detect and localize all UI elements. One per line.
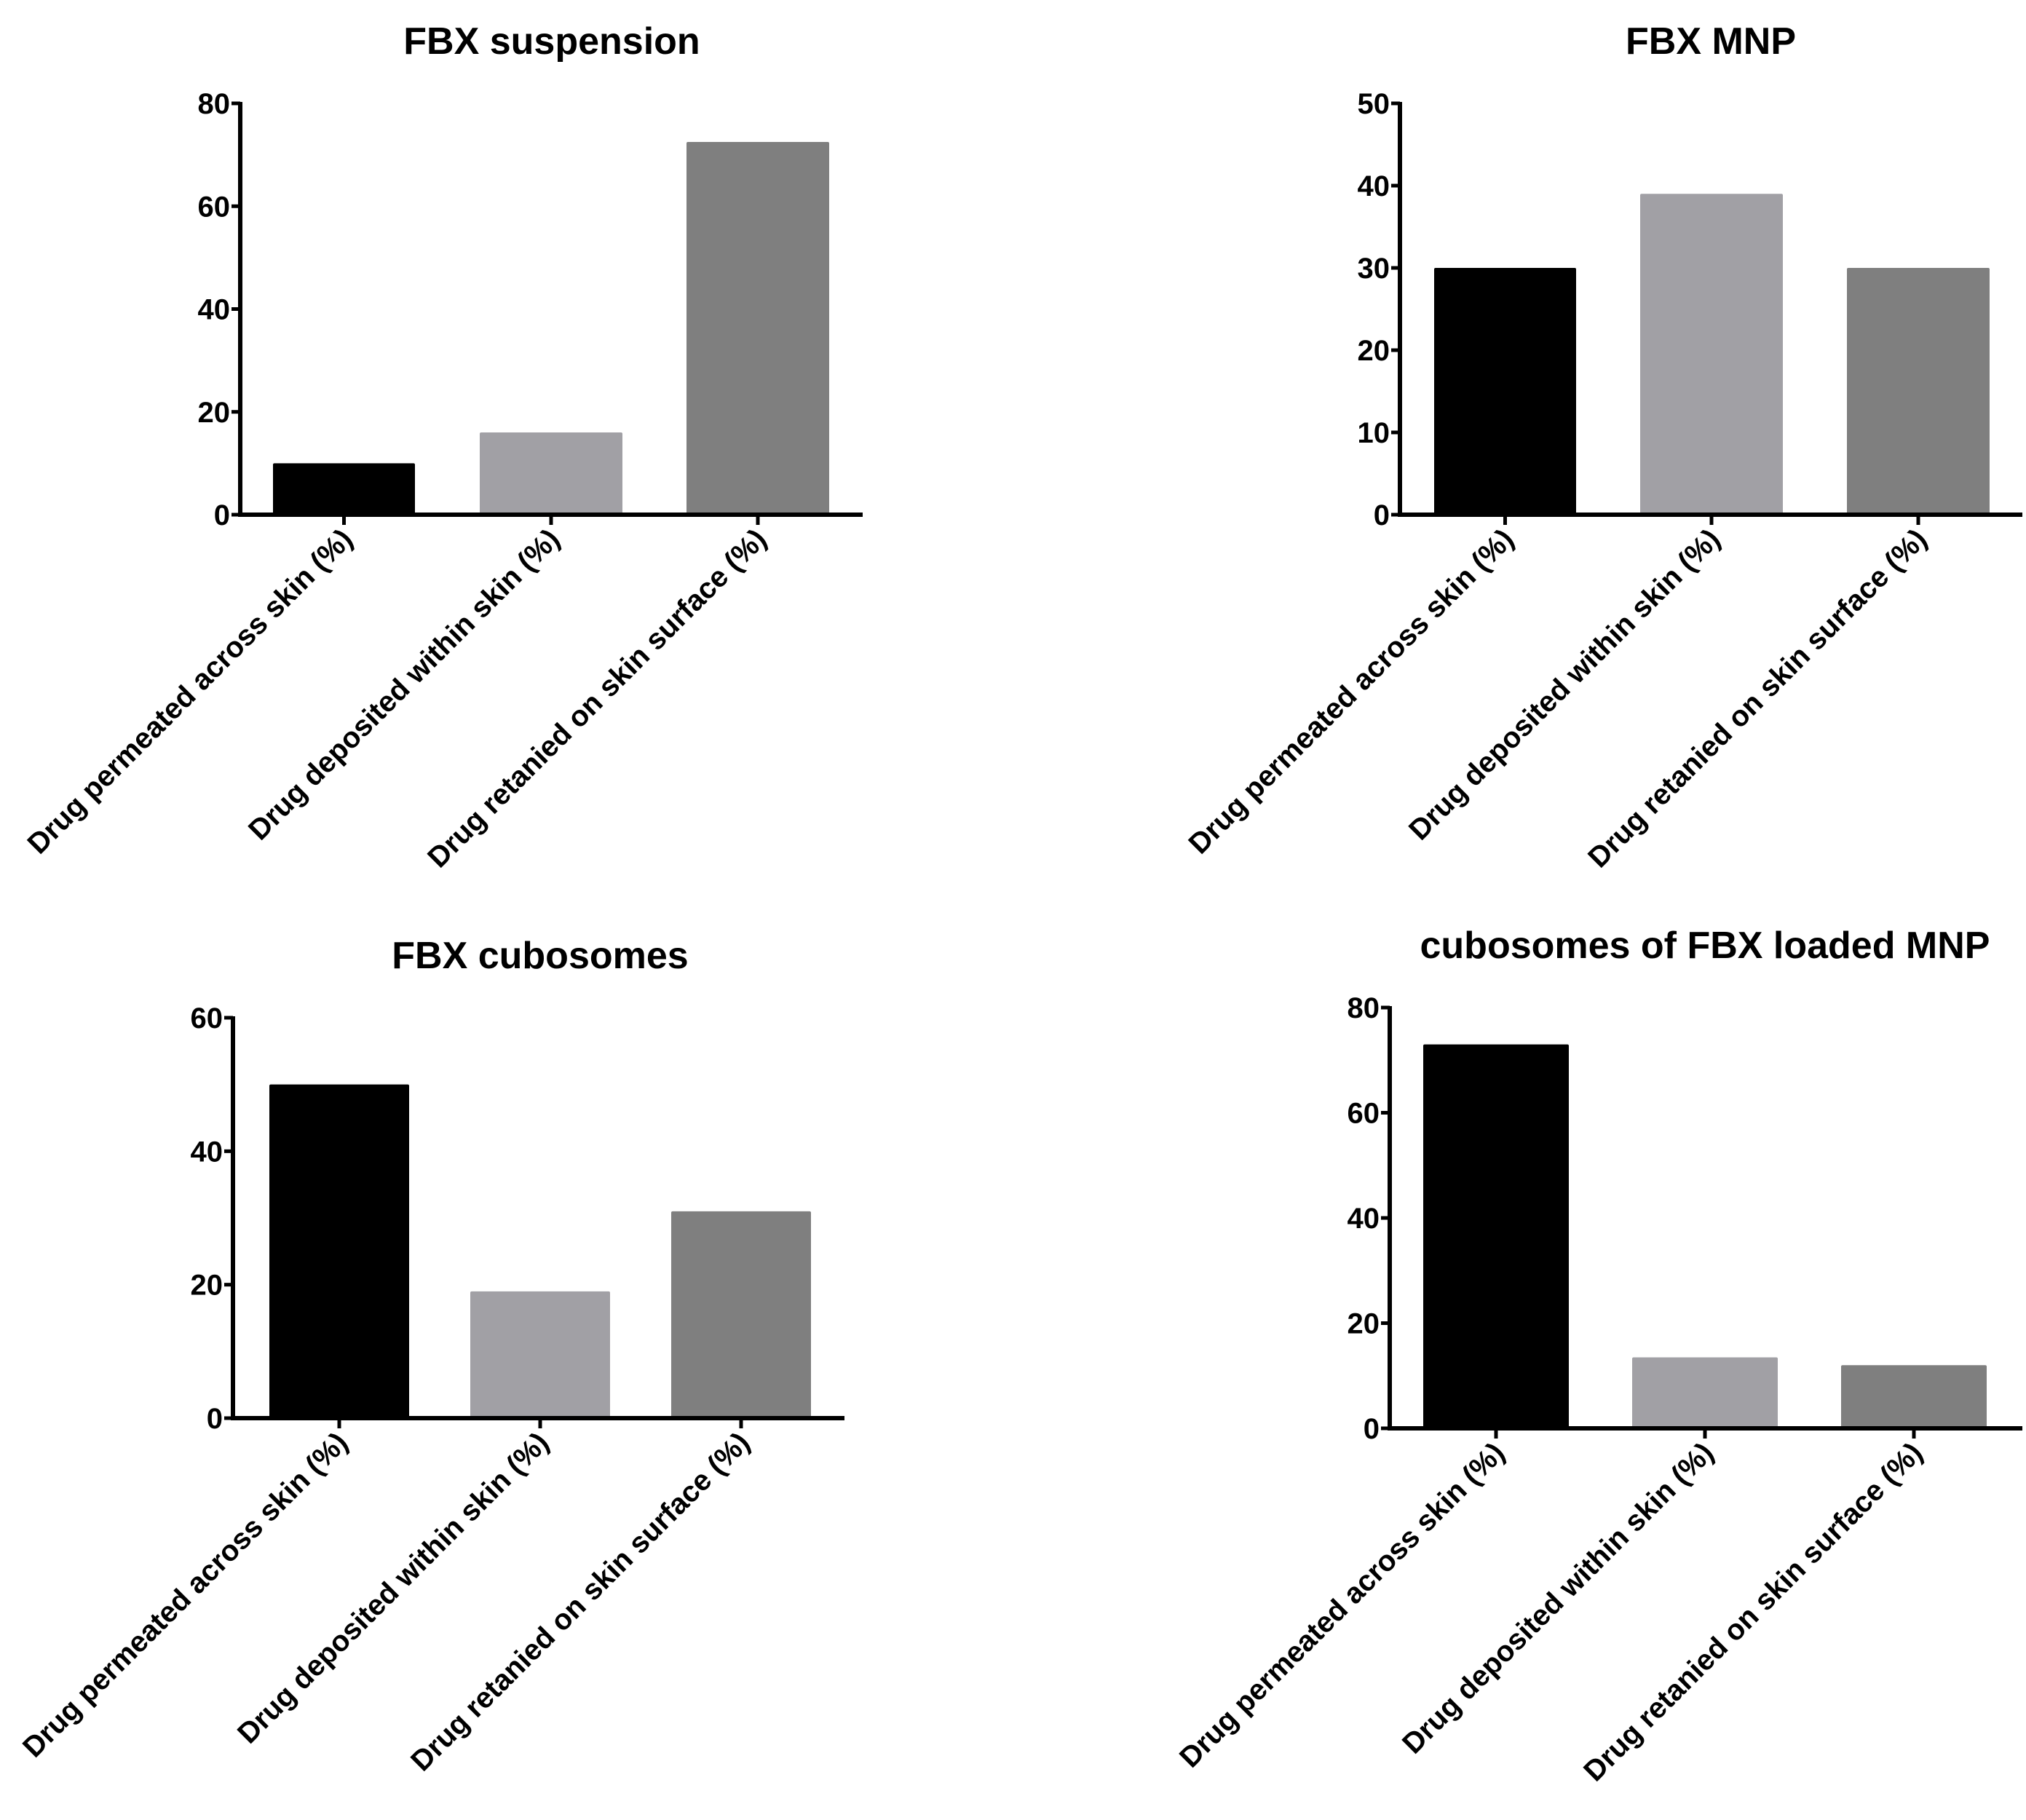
bar-permeated [1434,268,1576,515]
y-tick-label: 20 [191,1270,223,1302]
y-tick-label: 30 [1358,253,1390,285]
y-tick-label: 20 [198,397,231,429]
y-tick-label: 0 [1374,499,1390,531]
y-tick-label: 60 [1348,1098,1380,1130]
y-tick-label: 60 [198,191,231,223]
bar-retained [1841,1365,1987,1428]
chart-title: cubosomes of FBX loaded MNP [1420,925,1990,967]
chart-title: FBX MNP [1626,20,1796,63]
y-tick-label: 40 [191,1136,223,1168]
chart-3: FBX cubosomes 0 20 40 60 Drug permeated acros… [17,935,844,1777]
bar-permeated [269,1084,409,1418]
bar-retained [686,141,829,515]
y-tick-label: 50 [1358,88,1390,120]
x-category-label: Drug permeated across skin (%) [21,523,358,860]
x-category-label: Drug retanied on skin surface (%) [405,1426,756,1777]
bar-retained [671,1211,811,1418]
y-tick-label: 60 [191,1002,223,1034]
x-category-label: Drug permeated across skin (%) [17,1426,354,1763]
y-tick-label: 20 [1358,335,1390,367]
bar-permeated [1423,1044,1569,1428]
x-category-label: Drug retanied on skin surface (%) [1578,1436,1928,1787]
bar-deposited [1632,1357,1778,1428]
chart-2: FBX MNP 0 10 20 30 40 50 Drug permeated across … [1182,20,2022,874]
y-tick-label: 40 [1348,1203,1380,1235]
x-category-label: Drug deposited within skin (%) [232,1426,555,1749]
chart-title: FBX suspension [403,20,700,63]
y-tick-label: 40 [198,294,231,326]
x-category-label: Drug permeated across skin (%) [1182,523,1519,860]
x-category-label: Drug permeated across skin (%) [1174,1436,1511,1773]
y-tick-label: 40 [1358,170,1390,202]
bar-retained [1847,268,1990,515]
x-category-label: Drug retanied on skin surface (%) [1582,523,1933,874]
y-tick-label: 0 [214,499,230,531]
y-tick-label: 20 [1348,1308,1380,1340]
chart-title: FBX cubosomes [392,935,688,977]
bar-deposited [1640,194,1783,515]
y-tick-label: 0 [207,1403,223,1435]
chart-1: FBX suspension 0 20 40 60 80 Drug permeated ac… [21,20,863,874]
chart-4: cubosomes of FBX loaded MNP 0 20 40 60 80 Drug… [1174,925,2022,1787]
y-tick-label: 10 [1358,417,1390,449]
y-tick-label: 0 [1364,1413,1380,1445]
y-tick-label: 80 [1348,992,1380,1024]
bar-deposited [480,432,622,515]
y-tick-label: 80 [198,88,231,120]
bar-deposited [470,1291,610,1418]
x-category-label: Drug retanied on skin surface (%) [422,523,772,874]
bar-permeated [273,463,415,515]
